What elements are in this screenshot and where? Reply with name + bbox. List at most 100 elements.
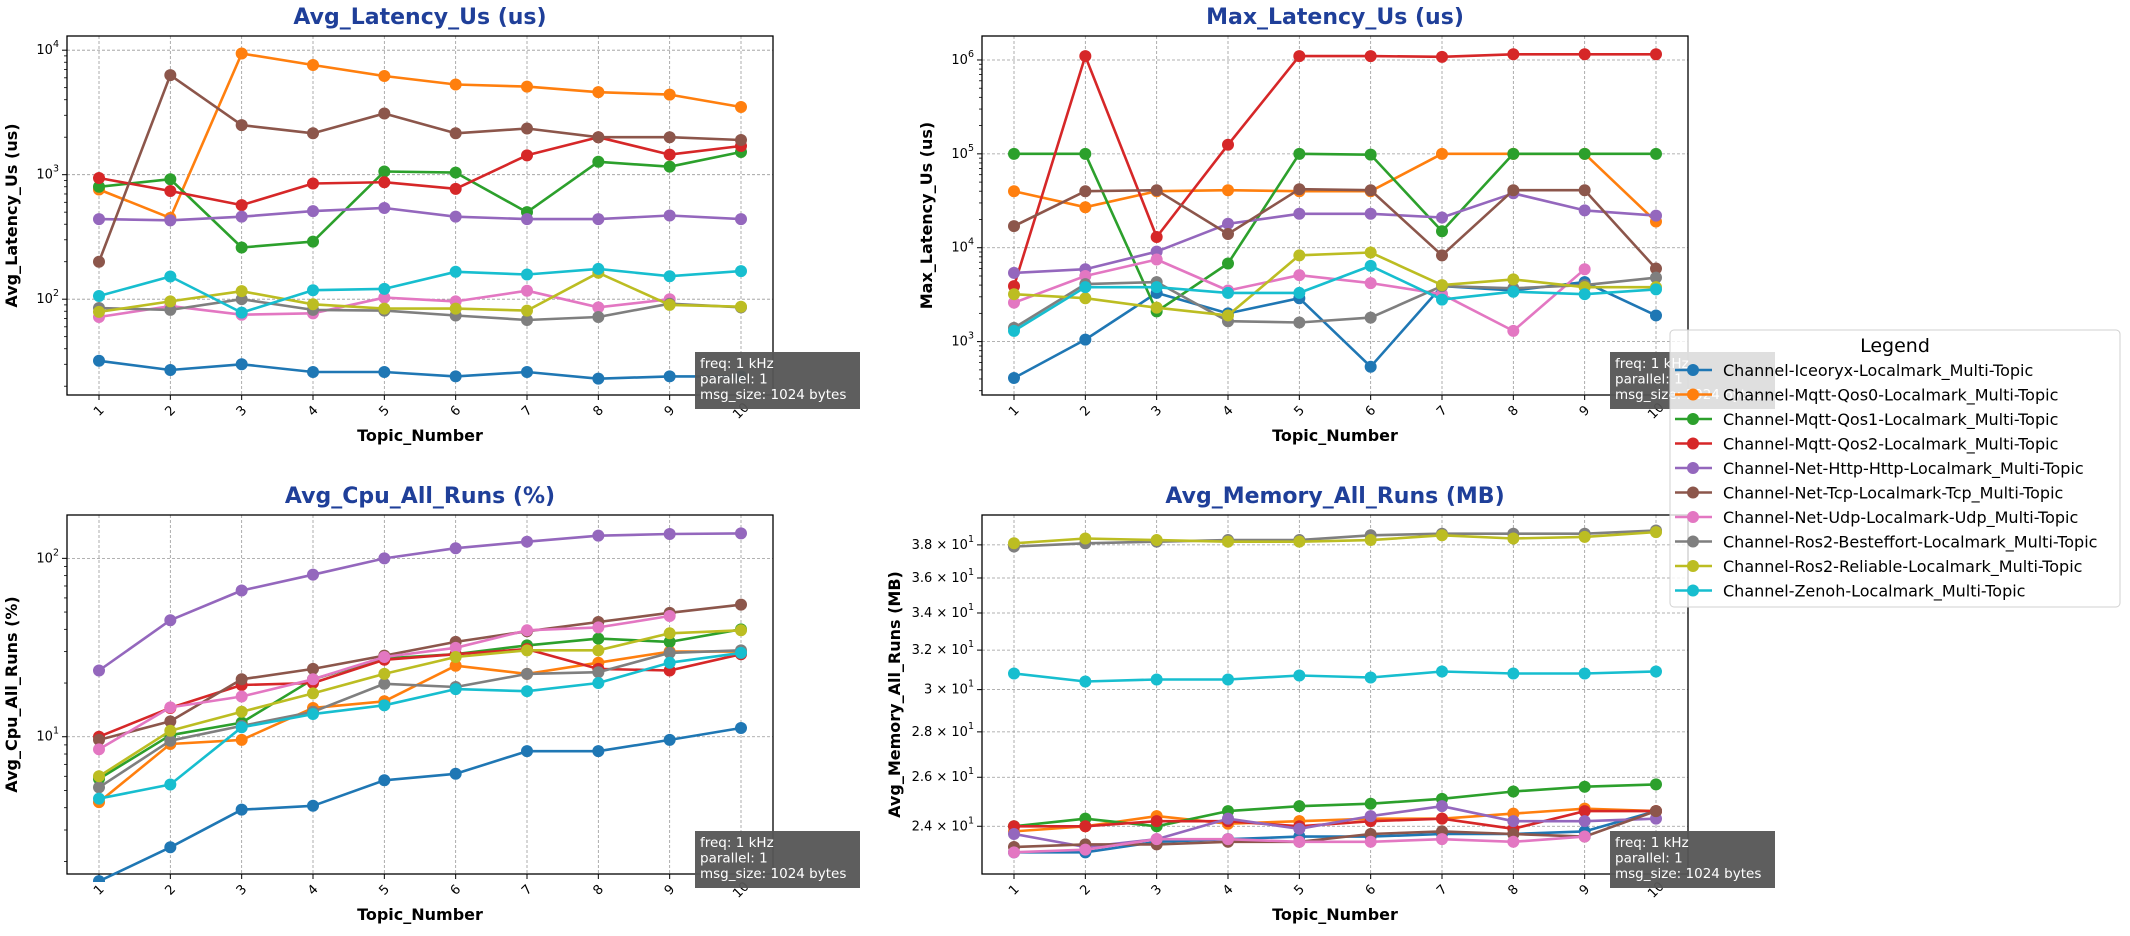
data-point (1008, 846, 1020, 859)
axes-frame (66, 35, 774, 396)
series-channel-net-http-http-localmark_multi-topic (93, 202, 747, 227)
series-line (98, 651, 742, 800)
y-tick-label: 104 (951, 236, 974, 255)
data-point (164, 295, 177, 308)
data-point (1222, 217, 1234, 230)
data-point (164, 734, 177, 747)
data-point (378, 302, 391, 315)
series-line (1013, 280, 1657, 380)
series-channel-mqtt-qos0-localmark_multi-topic (1008, 147, 1662, 228)
data-point (592, 621, 605, 634)
data-point (1364, 311, 1377, 324)
series-line (98, 297, 742, 322)
data-point (521, 644, 533, 657)
data-point (449, 78, 462, 91)
data-point (1008, 537, 1020, 550)
data-point (1507, 667, 1520, 680)
data-point (1507, 147, 1520, 160)
x-axis-label: Topic_Number (1272, 426, 1398, 445)
data-point (592, 131, 605, 144)
x-tick-label: 8 (590, 882, 606, 898)
x-tick-label: 3 (234, 882, 250, 898)
data-point (1008, 296, 1020, 309)
data-point (93, 290, 105, 303)
data-point (93, 664, 105, 677)
x-tick-label: 5 (1291, 403, 1307, 419)
data-point (164, 701, 177, 714)
data-point (1578, 263, 1591, 276)
data-point (735, 133, 747, 146)
data-point (1436, 800, 1448, 813)
data-point (1150, 281, 1163, 294)
data-point (1436, 293, 1448, 306)
data-point (235, 584, 248, 597)
data-point (93, 792, 105, 805)
x-tick-label: 1 (91, 882, 107, 898)
data-point (1008, 266, 1020, 279)
y-tick-label: 102 (36, 288, 59, 307)
data-point (1079, 201, 1092, 214)
data-point (1150, 301, 1163, 314)
data-point (1507, 324, 1520, 337)
data-point (307, 568, 319, 581)
x-tick-label: 7 (519, 403, 535, 419)
data-point (663, 298, 676, 311)
data-point (521, 149, 533, 162)
data-point (1507, 184, 1520, 197)
data-point (307, 59, 319, 72)
data-point (1650, 283, 1662, 296)
x-tick-label: 1 (1006, 882, 1022, 898)
y-tick-label: 3.8 × 101 (912, 533, 974, 552)
data-point (1079, 292, 1092, 305)
data-point (1436, 50, 1448, 63)
data-point (378, 107, 391, 120)
legend-label: Channel-Mqtt-Qos0-Localmark_Multi-Topic (1723, 386, 2058, 406)
x-axis-label: Topic_Number (357, 426, 483, 445)
data-point (1079, 843, 1092, 856)
y-tick-label: 3.6 × 101 (912, 566, 974, 585)
x-axis-label: Topic_Number (357, 905, 483, 924)
data-point (1008, 324, 1020, 337)
data-point (592, 632, 605, 645)
data-point (521, 535, 533, 548)
series-line (1013, 187, 1657, 270)
data-point (1293, 822, 1306, 835)
data-point (378, 366, 391, 379)
data-point (1293, 316, 1306, 329)
legend-swatch-marker (1687, 584, 1699, 597)
series-line (1013, 264, 1657, 333)
y-tick-label: 103 (36, 163, 59, 182)
chart-title: Avg_Cpu_All_Runs (%) (285, 484, 555, 509)
data-point (1578, 48, 1591, 61)
data-point (449, 182, 462, 195)
data-point (378, 677, 391, 690)
x-tick-label: 2 (1077, 882, 1093, 898)
info-box-bg (695, 831, 860, 888)
data-point (735, 721, 747, 734)
data-point (663, 209, 676, 222)
x-tick-label: 4 (305, 882, 321, 898)
data-point (592, 677, 605, 690)
chart-panel-2: Max_Latency_Us (us) 103 104 105 106 1 2 3 4 5 6 7 8 9… (917, 5, 1775, 445)
x-tick-label: 1 (1006, 403, 1022, 419)
data-point (735, 213, 747, 226)
data-point (1150, 673, 1163, 686)
legend-swatch-marker (1687, 486, 1699, 499)
data-point (1507, 835, 1520, 848)
data-point (235, 803, 248, 816)
x-tick-label: 1 (91, 403, 107, 419)
data-point (1293, 269, 1306, 282)
series-channel-net-tcp-localmark-tcp_multi-topic (93, 598, 747, 746)
data-point (521, 745, 533, 758)
legend-swatch-marker (1687, 535, 1699, 548)
legend-swatch-marker (1687, 511, 1699, 523)
series-channel-net-http-http-localmark_multi-topic (93, 527, 747, 677)
y-tick-label: 102 (36, 547, 59, 566)
data-point (735, 527, 747, 540)
axes-frame (981, 35, 1689, 396)
data-point (235, 690, 248, 703)
legend-item: Channel-Mqtt-Qos2-Localmark_Multi-Topic (1675, 435, 2058, 455)
